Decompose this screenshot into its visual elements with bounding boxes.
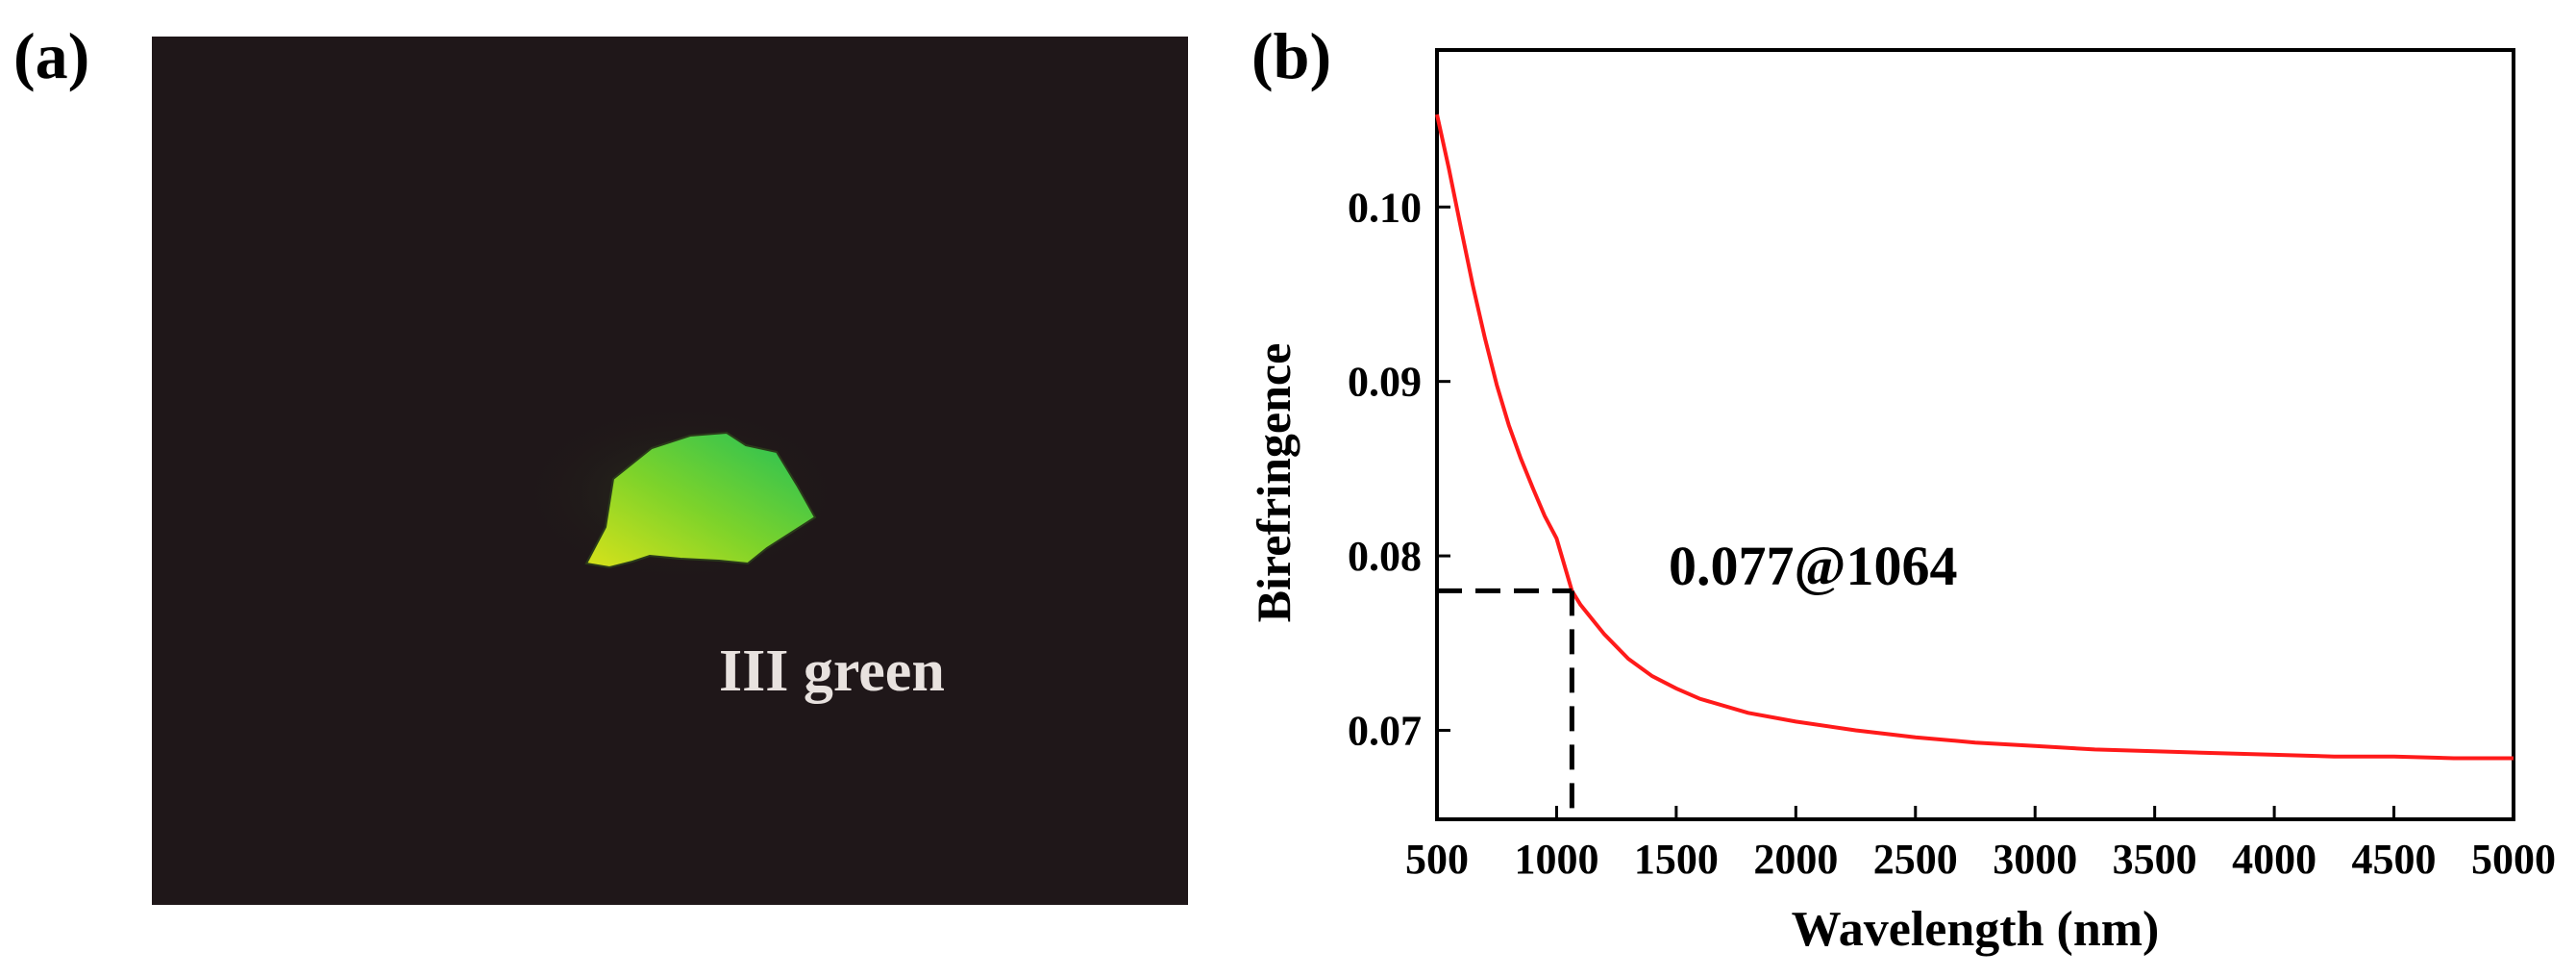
panel-a-label: (a) <box>13 19 90 92</box>
crystal-photo: III green <box>152 37 1188 905</box>
x-tick-label: 3000 <box>1993 836 2077 883</box>
x-tick-label: 3500 <box>2113 836 2197 883</box>
y-tick-label: 0.07 <box>1348 707 1422 754</box>
plot-frame <box>1435 48 2515 821</box>
annotation-label: 0.077@1064 <box>1669 535 1957 597</box>
y-tick-label: 0.09 <box>1348 359 1422 406</box>
x-ticks: 500 1000 1500 2000 2500 3000 3500 4000 4500 5000 <box>1405 806 2556 883</box>
x-tick-label: 1500 <box>1634 836 1719 883</box>
y-tick-label: 0.08 <box>1348 533 1422 580</box>
x-tick-label: 5000 <box>2471 836 2556 883</box>
x-tick-label: 2500 <box>1873 836 1958 883</box>
x-tick-label: 4000 <box>2232 836 2316 883</box>
x-axis-label: Wavelength (nm) <box>1792 902 2160 957</box>
panel-b-label: (b) <box>1251 19 1332 92</box>
x-tick-label: 1000 <box>1514 836 1598 883</box>
x-tick-label: 2000 <box>1753 836 1838 883</box>
x-tick-label: 500 <box>1405 836 1469 883</box>
photo-caption: III green <box>719 639 945 704</box>
y-ticks: 0.07 0.08 0.09 0.10 <box>1348 184 1450 754</box>
y-tick-label: 0.10 <box>1348 184 1422 231</box>
x-tick-label: 4500 <box>2352 836 2437 883</box>
y-axis-label: Birefringence <box>1247 343 1300 623</box>
birefringence-chart: 500 1000 1500 2000 2500 3000 3500 4000 4500 5000 … <box>1247 48 2556 957</box>
crystal-image <box>517 402 844 585</box>
birefringence-curve <box>1435 113 2514 761</box>
